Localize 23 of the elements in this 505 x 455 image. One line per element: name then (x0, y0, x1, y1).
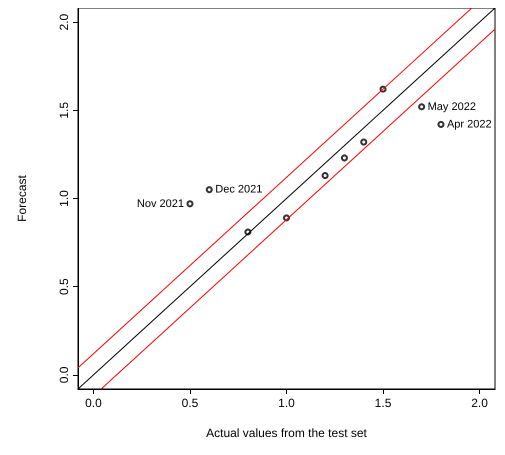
x-tick-label: 0.0 (85, 396, 102, 410)
x-tick-label: 2.0 (471, 396, 488, 410)
annotation: Nov 2021 (136, 198, 184, 210)
point (340, 154, 348, 162)
point (206, 186, 213, 194)
point (437, 120, 444, 128)
y-tick-label: 1.5 (57, 102, 71, 119)
y-tick-label: 2.0 (57, 13, 71, 30)
y-axis-title: Forecast (15, 174, 29, 222)
point (360, 138, 368, 146)
y-tick-label: 1.0 (57, 190, 71, 207)
x-tick-label: 1.5 (374, 396, 392, 410)
point (186, 200, 194, 208)
annotation: May 2022 (428, 100, 476, 113)
annotation: Apr 2022 (446, 118, 492, 130)
y-tick-label: 0.0 (57, 366, 71, 384)
y-tick-label: 0.5 (57, 278, 71, 296)
point (322, 172, 329, 180)
x-tick-label: 1.0 (278, 396, 296, 410)
annotation: Dec 2021 (215, 184, 262, 196)
point (418, 103, 426, 110)
x-tick-label: 0.5 (182, 396, 199, 410)
x-axis-title: Actual values from the test set (206, 426, 368, 440)
